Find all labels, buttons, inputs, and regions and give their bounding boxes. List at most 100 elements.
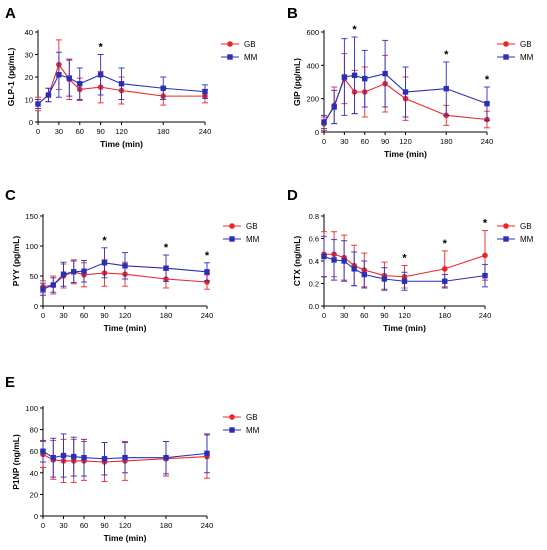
x-tick-label: 60 (76, 127, 84, 136)
panel-c: C 0 50 100 150 0 30 60 90 120 180 240 Time (min) PYY … (5, 187, 260, 333)
legend-label: GB (246, 413, 258, 422)
data-point (482, 272, 488, 279)
x-tick-label: 90 (380, 311, 388, 320)
data-point (40, 286, 46, 292)
data-point (321, 119, 327, 125)
data-point (60, 452, 67, 459)
y-tick-label: 0 (34, 512, 38, 521)
data-point (97, 72, 104, 78)
series-mm (40, 433, 210, 478)
x-tick-label: 90 (96, 127, 104, 136)
y-tick-label: 0 (315, 128, 319, 137)
data-point (202, 88, 208, 95)
x-tick-label: 0 (36, 127, 40, 136)
x-tick-label: 240 (479, 311, 492, 320)
x-tick-label: 90 (100, 521, 108, 530)
x-tick-label: 120 (115, 127, 128, 136)
data-point (382, 70, 388, 77)
data-point (81, 268, 87, 274)
data-point (122, 263, 128, 269)
legend: GB MM (223, 413, 260, 435)
y-tick-label: 80 (30, 426, 38, 435)
data-point (204, 450, 210, 457)
x-tick-label: 120 (119, 521, 132, 530)
data-point (163, 454, 169, 461)
y-tick-label: 20 (25, 73, 33, 82)
data-point (118, 81, 125, 87)
x-tick-label: 240 (199, 127, 212, 136)
significance-marker: * (205, 250, 210, 262)
y-tick-label: 150 (25, 212, 38, 221)
y-tick-label: 200 (306, 95, 319, 104)
data-point (441, 266, 448, 272)
significance-marker: * (164, 242, 169, 254)
x-tick-label: 180 (438, 311, 451, 320)
panel-letter: B (287, 5, 298, 22)
x-tick-label: 240 (201, 311, 214, 320)
x-tick-label: 90 (100, 311, 108, 320)
legend-marker (229, 414, 235, 420)
x-tick-label: 30 (55, 127, 63, 136)
legend-label: GB (246, 222, 258, 231)
x-tick-label: 240 (481, 137, 494, 146)
panel-a: A 0 10 20 30 40 0 30 60 90 120 180 240 Time (min) GLP-… (5, 5, 258, 149)
data-point (331, 257, 337, 263)
significance-marker: * (443, 238, 448, 250)
data-point (321, 253, 327, 260)
y-tick-label: 100 (25, 404, 38, 413)
legend-marker (503, 236, 509, 242)
x-tick-label: 120 (119, 311, 132, 320)
x-axis-label: Time (min) (100, 139, 143, 149)
data-point (163, 265, 169, 271)
x-tick-label: 0 (41, 311, 45, 320)
y-tick-label: 0 (34, 302, 38, 311)
legend-marker (503, 54, 509, 60)
y-tick-label: 0.8 (309, 212, 319, 221)
legend-label: MM (246, 426, 260, 435)
x-tick-label: 30 (340, 311, 348, 320)
significance-marker: * (485, 74, 490, 86)
legend-label: MM (520, 53, 534, 62)
y-tick-label: 0 (29, 118, 33, 127)
y-axis-label: PYY (pg/mL) (11, 236, 21, 287)
legend-marker (503, 41, 509, 47)
data-point (71, 453, 77, 460)
x-tick-label: 180 (160, 311, 173, 320)
y-axis-label: GIP (pg/mL) (292, 58, 302, 106)
legend-marker (503, 223, 509, 229)
series-mm (35, 51, 208, 109)
x-tick-label: 180 (160, 521, 173, 530)
data-point (362, 75, 368, 82)
panel-letter: A (5, 5, 16, 22)
data-point (331, 104, 337, 110)
y-tick-label: 10 (25, 96, 33, 105)
data-point (77, 81, 83, 87)
legend-label: MM (244, 53, 258, 62)
data-point (60, 271, 67, 277)
x-tick-label: 120 (398, 311, 411, 320)
y-axis-label: CTX (ng/mL) (292, 236, 302, 287)
legend-label: GB (520, 222, 532, 231)
data-point (40, 448, 46, 454)
series-mm (40, 247, 210, 296)
legend-label: MM (246, 235, 260, 244)
panel-letter: E (5, 374, 15, 391)
legend: GB MM (221, 40, 258, 62)
data-point (160, 85, 166, 91)
y-tick-label: 20 (30, 490, 38, 499)
panel-d: D 0.0 0.2 0.4 0.6 0.8 0 30 60 90 120 180 240 Time (mi… (287, 187, 534, 333)
y-tick-label: 0.2 (309, 280, 319, 289)
legend: GB MM (223, 222, 260, 244)
series-mm (321, 235, 488, 291)
legend-marker (227, 54, 233, 60)
legend-label: GB (520, 40, 532, 49)
y-tick-label: 50 (30, 272, 38, 281)
panel-letter: D (287, 187, 298, 204)
x-tick-label: 60 (80, 521, 88, 530)
legend: GB MM (497, 40, 534, 62)
y-axis-label: GLP-1 (pg/mL) (6, 48, 16, 107)
data-point (341, 258, 347, 264)
data-point (361, 271, 367, 278)
data-point (442, 278, 448, 284)
